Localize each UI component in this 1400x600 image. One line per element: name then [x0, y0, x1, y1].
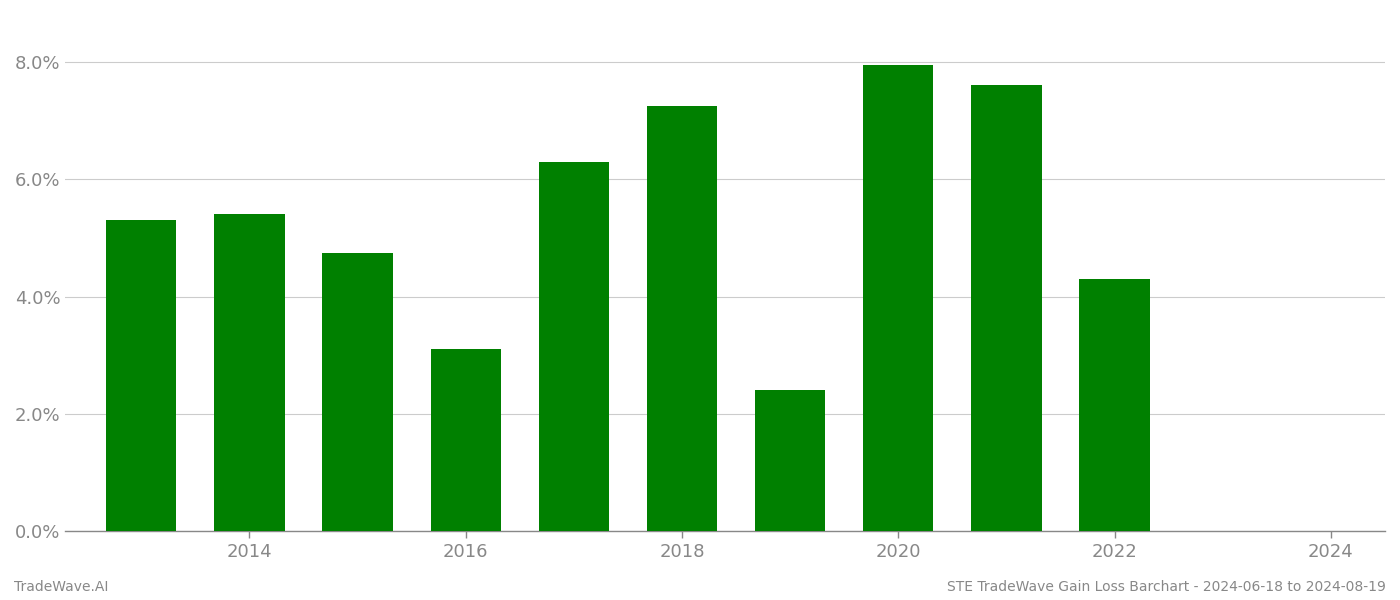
Bar — [1079, 279, 1149, 531]
Bar — [214, 214, 284, 531]
Text: STE TradeWave Gain Loss Barchart - 2024-06-18 to 2024-08-19: STE TradeWave Gain Loss Barchart - 2024-… — [948, 580, 1386, 594]
Bar — [106, 220, 176, 531]
Bar — [431, 349, 501, 531]
Bar — [972, 85, 1042, 531]
Bar — [755, 391, 825, 531]
Bar — [322, 253, 392, 531]
Bar — [864, 65, 934, 531]
Bar — [539, 161, 609, 531]
Text: TradeWave.AI: TradeWave.AI — [14, 580, 108, 594]
Bar — [647, 106, 717, 531]
